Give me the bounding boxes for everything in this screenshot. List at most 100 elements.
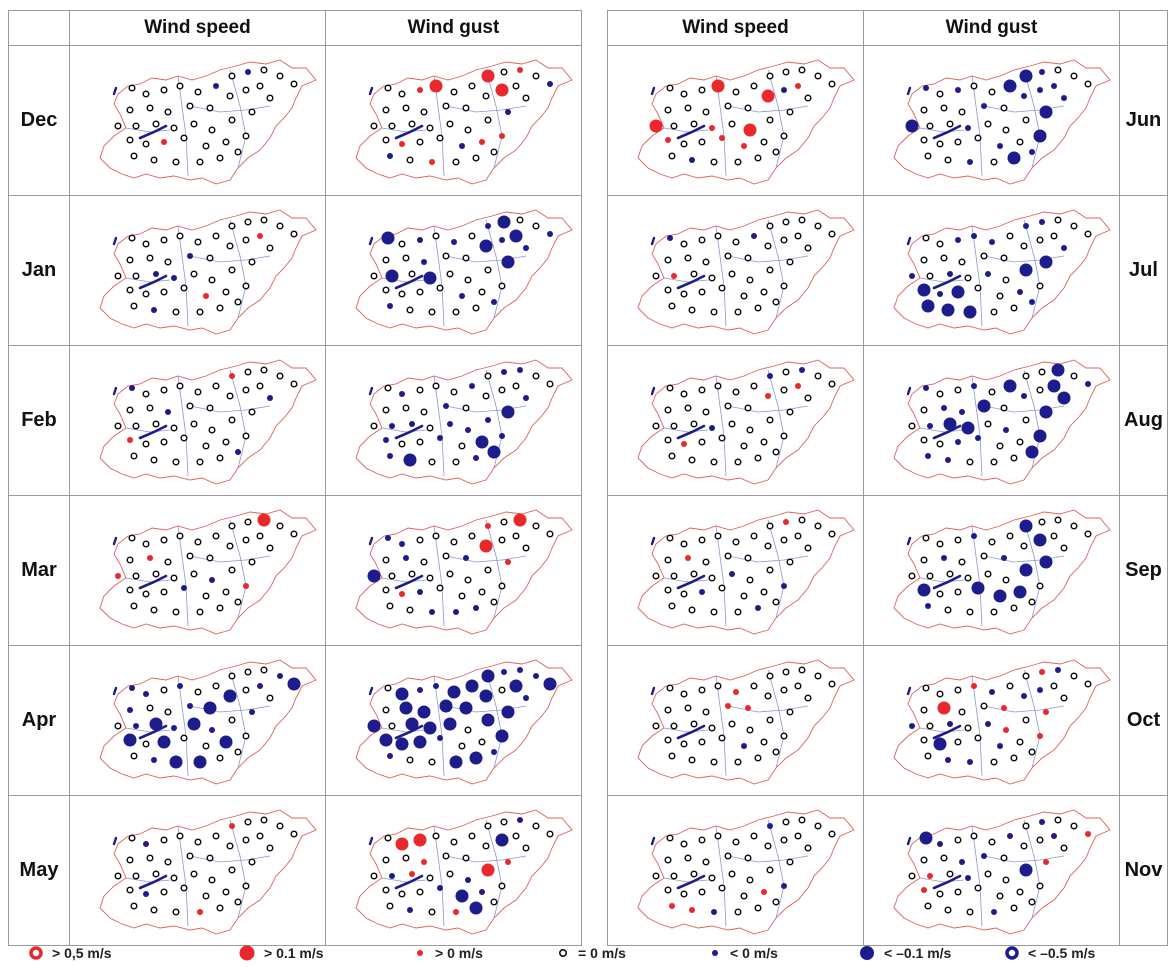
station-marker (772, 748, 780, 756)
station-marker (990, 608, 998, 616)
station-marker (1061, 95, 1067, 101)
station-marker (728, 270, 736, 278)
station-marker (954, 888, 962, 896)
lake-ferto (112, 836, 118, 846)
station-marker (783, 519, 789, 525)
lake-ferto (650, 536, 656, 546)
station-marker (680, 390, 688, 398)
station-marker (123, 733, 137, 747)
river-line (485, 519, 503, 619)
station-marker (754, 904, 762, 912)
station-marker (923, 385, 929, 391)
station-marker (228, 522, 236, 530)
station-marker (970, 832, 978, 840)
station-marker (490, 598, 498, 606)
station-marker (680, 740, 688, 748)
station-marker (151, 307, 157, 313)
station-marker (426, 124, 434, 132)
station-marker (127, 707, 133, 713)
station-marker (1022, 416, 1030, 424)
station-marker (403, 555, 409, 561)
station-marker (728, 120, 736, 128)
station-marker (708, 274, 716, 282)
station-marker (388, 572, 396, 580)
station-marker (242, 536, 250, 544)
river-line (715, 675, 727, 777)
station-marker (383, 437, 389, 443)
station-marker (1054, 216, 1062, 224)
river-line (1023, 819, 1041, 919)
station-marker (142, 590, 150, 598)
river-line (971, 525, 983, 627)
station-marker (1084, 80, 1092, 88)
station-marker (497, 215, 511, 229)
station-marker (984, 120, 992, 128)
station-marker (1036, 282, 1044, 290)
station-marker (1028, 748, 1036, 756)
station-marker (924, 752, 932, 760)
station-marker (780, 236, 788, 244)
station-marker (670, 722, 678, 730)
station-marker (786, 258, 794, 266)
station-marker (1039, 555, 1053, 569)
legend-label: > 0,5 m/s (52, 945, 112, 961)
station-marker (546, 830, 554, 838)
station-marker (955, 87, 961, 93)
station-marker (689, 157, 695, 163)
river-line (485, 69, 503, 169)
station-marker (1043, 709, 1049, 715)
station-marker (432, 832, 440, 840)
station-marker (719, 135, 725, 141)
station-marker (940, 104, 948, 112)
station-marker (484, 266, 492, 274)
station-marker (408, 270, 416, 278)
station-marker (666, 84, 674, 92)
month-label: Jul (1119, 195, 1168, 346)
station-marker (219, 735, 233, 749)
station-marker (760, 438, 768, 446)
station-marker (382, 586, 390, 594)
station-marker (416, 288, 424, 296)
station-marker (436, 134, 444, 142)
station-marker (944, 156, 952, 164)
station-marker (533, 673, 539, 679)
station-marker (690, 120, 698, 128)
station-marker (498, 282, 506, 290)
legend-ring-navy-icon (1005, 946, 1019, 960)
station-marker (459, 293, 465, 299)
station-marker (1039, 405, 1053, 419)
station-marker (428, 908, 436, 916)
station-marker (920, 406, 928, 414)
station-marker (206, 554, 214, 562)
station-marker (1084, 230, 1092, 238)
station-marker (260, 366, 268, 374)
station-marker (190, 420, 198, 428)
map-cell (863, 45, 1120, 196)
station-marker (370, 272, 378, 280)
station-marker (226, 92, 234, 100)
station-marker (761, 889, 767, 895)
station-marker (384, 684, 392, 692)
station-marker (744, 554, 752, 562)
station-marker (664, 286, 672, 294)
station-marker (243, 583, 249, 589)
station-map (637, 659, 855, 785)
station-marker (532, 222, 540, 230)
station-marker (416, 888, 424, 896)
station-marker (495, 83, 509, 97)
river-line (727, 855, 809, 863)
station-marker (194, 388, 202, 396)
river-line (177, 75, 189, 177)
station-marker (1039, 669, 1045, 675)
station-marker (937, 701, 951, 715)
station-marker (398, 90, 406, 98)
station-marker (795, 83, 801, 89)
station-marker (234, 598, 242, 606)
station-marker (426, 874, 434, 882)
station-marker (437, 885, 443, 891)
station-marker (725, 703, 731, 709)
station-marker (743, 123, 757, 137)
station-marker (710, 458, 718, 466)
station-map (893, 209, 1111, 335)
station-marker (266, 244, 274, 252)
